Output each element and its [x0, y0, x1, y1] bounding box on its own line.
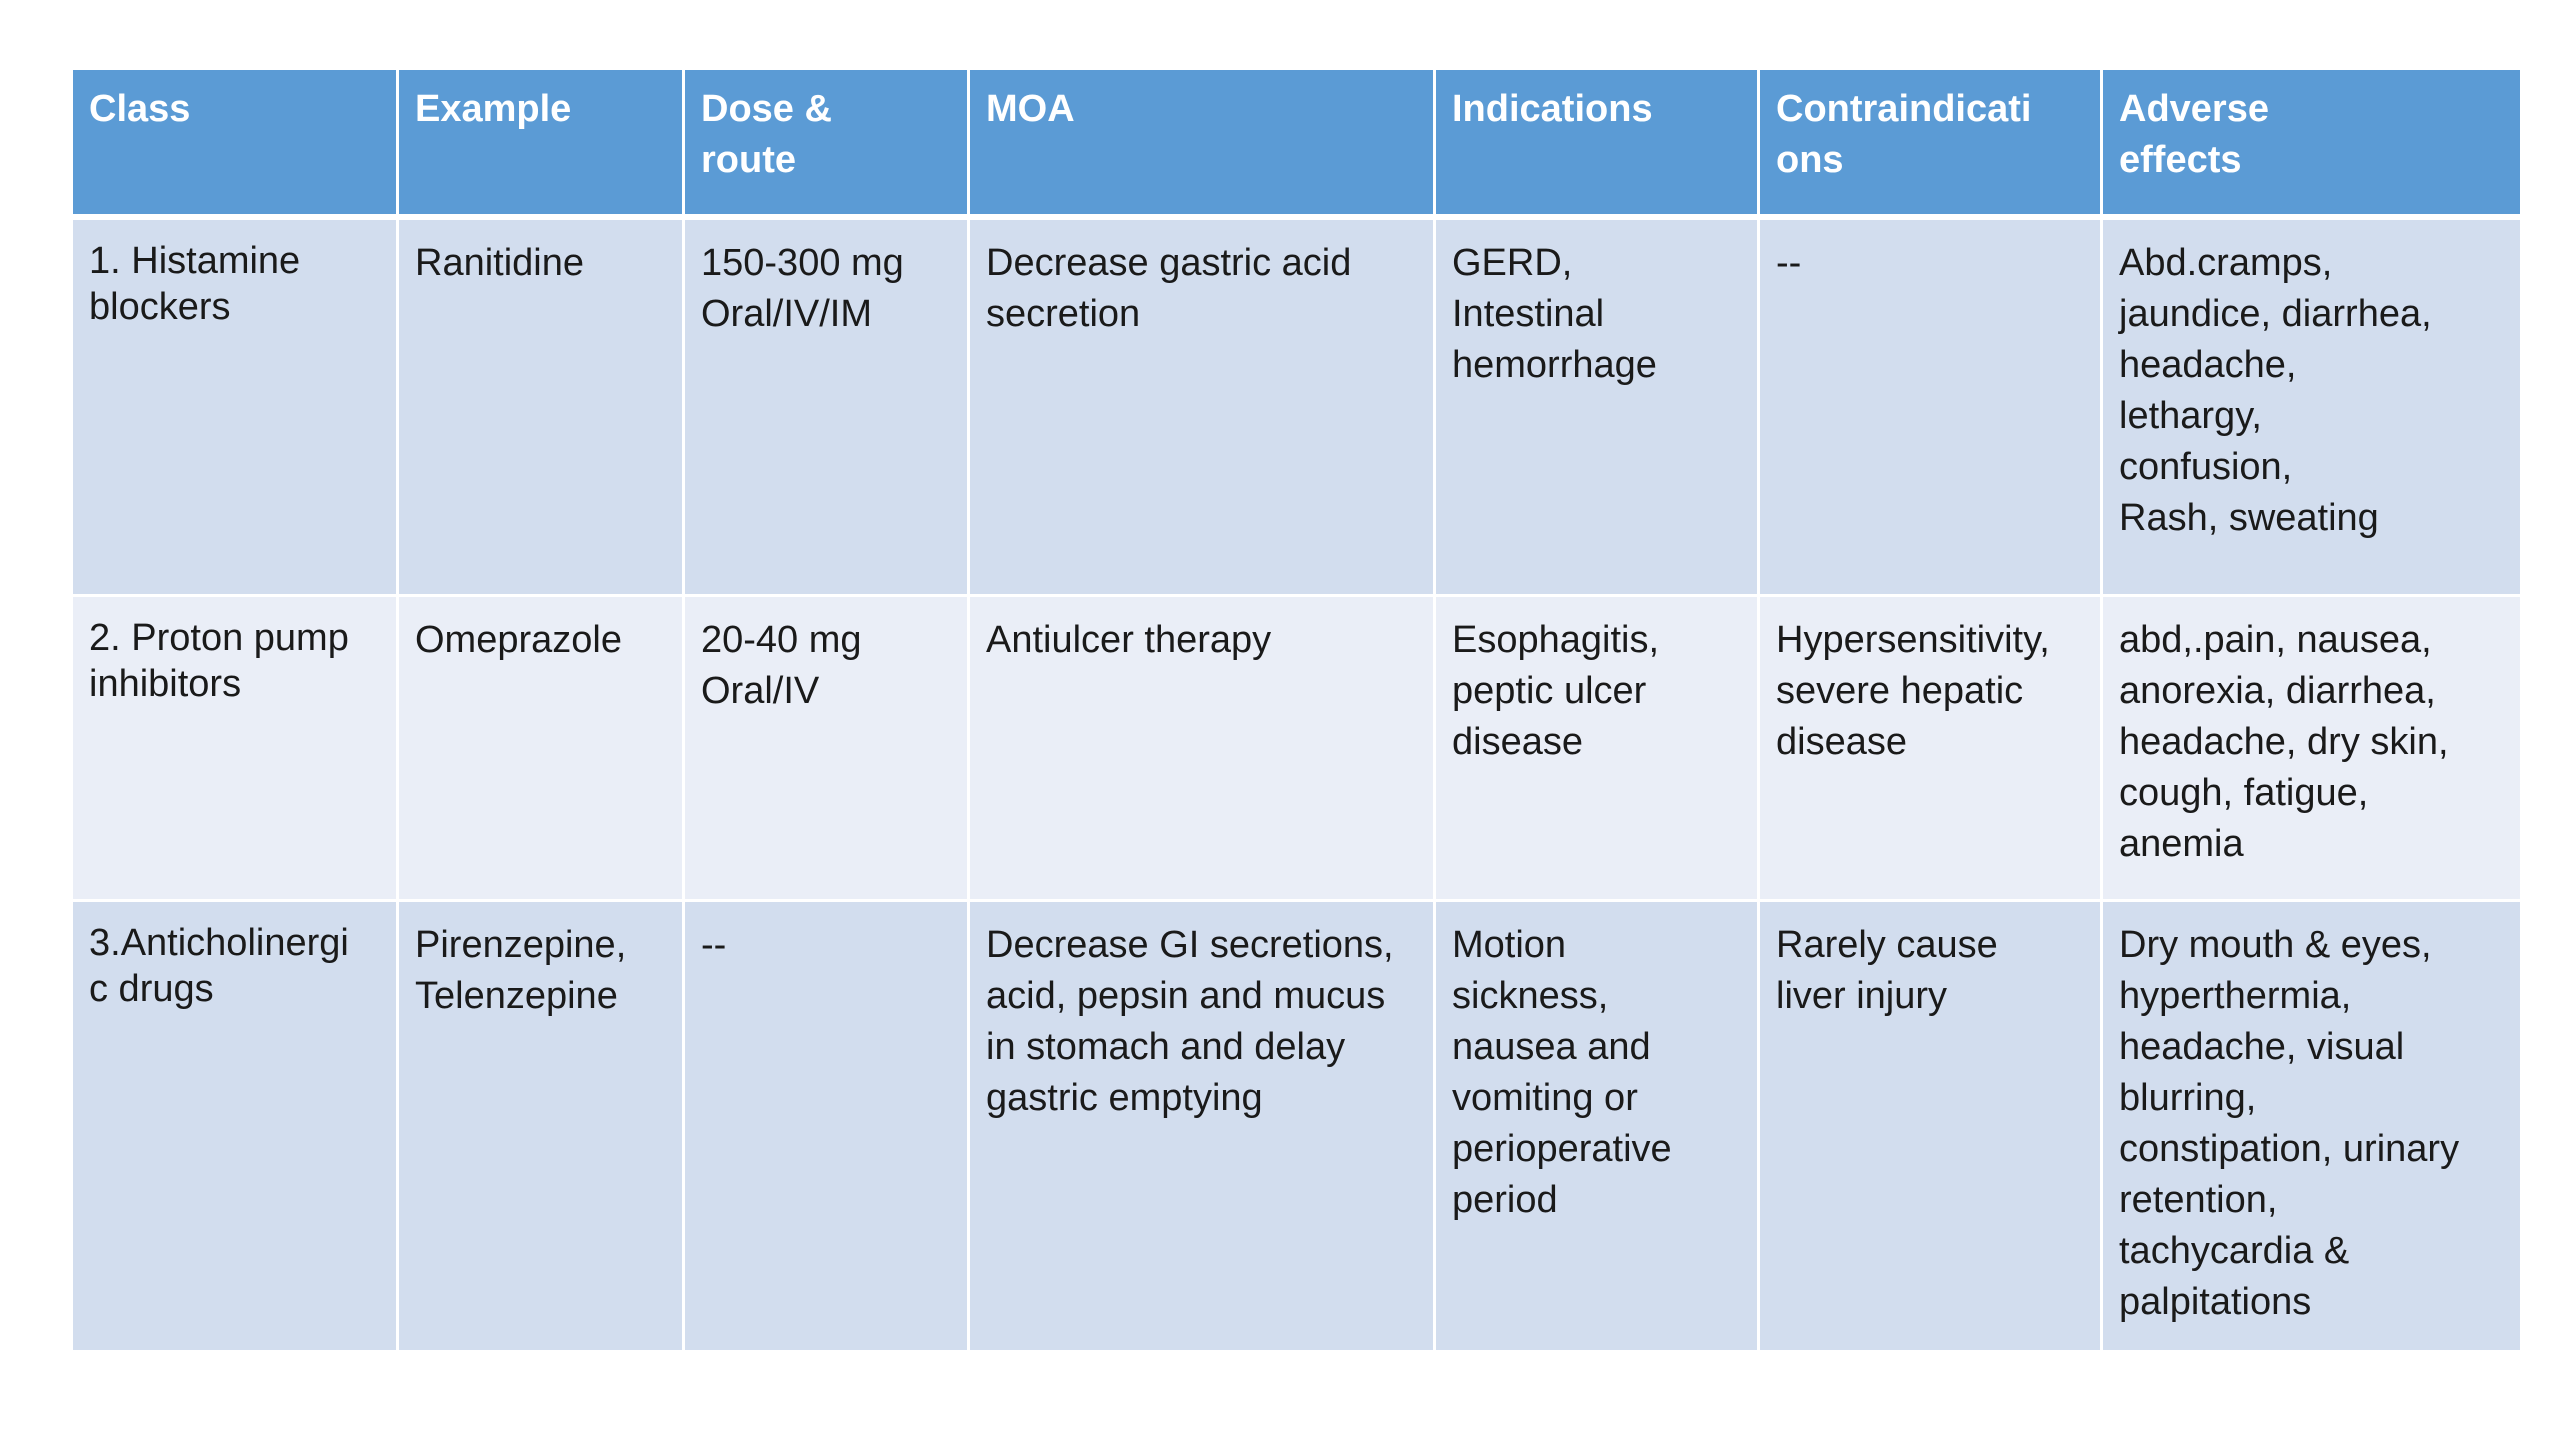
cell-indications: GERD, Intestinal hemorrhage — [1433, 215, 1760, 597]
cell-dose-route: 20-40 mg Oral/IV — [682, 594, 970, 902]
table-row: 3.Anticholinergi c drugs Pirenzepine, Te… — [70, 899, 2523, 1353]
cell-example: Ranitidine — [396, 215, 685, 597]
cell-class: 2. Proton pump inhibitors — [70, 594, 399, 902]
cell-moa: Antiulcer therapy — [967, 594, 1436, 902]
header-adverse-effects: Adverse effects — [2100, 67, 2523, 220]
cell-indications: Motion sickness, nausea and vomiting or … — [1433, 899, 1760, 1353]
cell-contraindications: -- — [1757, 215, 2103, 597]
cell-dose-route: -- — [682, 899, 970, 1353]
header-class: Class — [70, 67, 399, 220]
cell-adverse-effects: Abd.cramps, jaundice, diarrhea, headache… — [2100, 215, 2523, 597]
cell-adverse-effects: Dry mouth & eyes, hyperthermia, headache… — [2100, 899, 2523, 1353]
drug-classes-table: Class Example Dose & route MOA Indicatio… — [70, 67, 2523, 1353]
header-dose-route: Dose & route — [682, 67, 970, 220]
header-contraindications: Contraindicati ons — [1757, 67, 2103, 220]
table-row: 2. Proton pump inhibitors Omeprazole 20-… — [70, 594, 2523, 902]
header-indications: Indications — [1433, 67, 1760, 220]
cell-adverse-effects: abd,.pain, nausea, anorexia, diarrhea, h… — [2100, 594, 2523, 902]
table-header-row: Class Example Dose & route MOA Indicatio… — [70, 67, 2523, 220]
cell-dose-route: 150-300 mg Oral/IV/IM — [682, 215, 970, 597]
cell-contraindications: Rarely cause liver injury — [1757, 899, 2103, 1353]
cell-moa: Decrease gastric acid secretion — [967, 215, 1436, 597]
cell-contraindications: Hypersensitivity, severe hepatic disease — [1757, 594, 2103, 902]
cell-moa: Decrease GI secretions, acid, pepsin and… — [967, 899, 1436, 1353]
cell-class: 3.Anticholinergi c drugs — [70, 899, 399, 1353]
table-row: 1. Histamine blockers Ranitidine 150-300… — [70, 215, 2523, 597]
cell-indications: Esophagitis, peptic ulcer disease — [1433, 594, 1760, 902]
cell-example: Pirenzepine, Telenzepine — [396, 899, 685, 1353]
drug-table-container: Class Example Dose & route MOA Indicatio… — [70, 67, 2523, 1353]
header-example: Example — [396, 67, 685, 220]
cell-class: 1. Histamine blockers — [70, 215, 399, 597]
header-moa: MOA — [967, 67, 1436, 220]
cell-example: Omeprazole — [396, 594, 685, 902]
